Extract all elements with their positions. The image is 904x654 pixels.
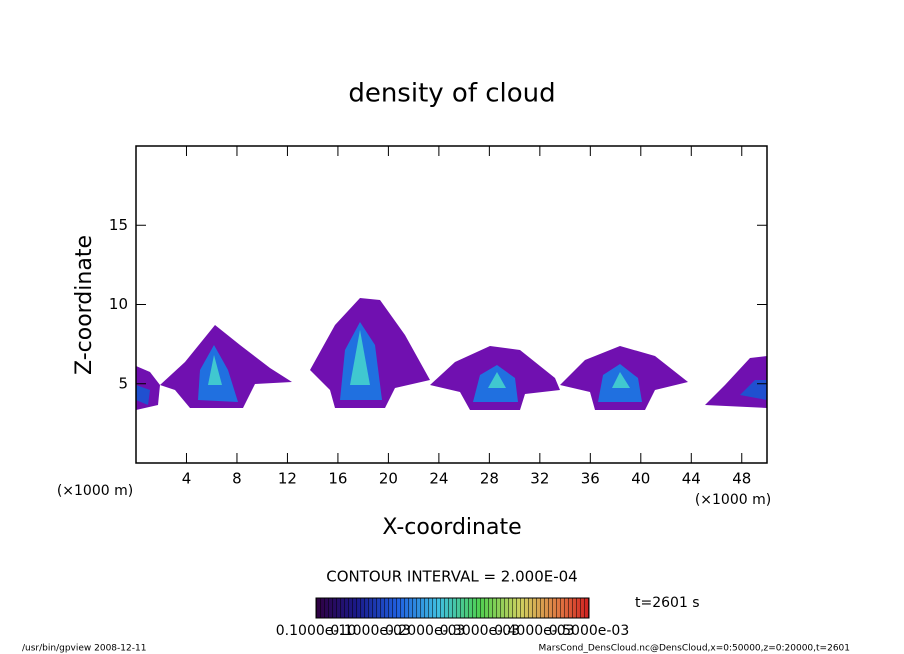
x-tick-label: 44 — [682, 470, 701, 488]
colorbar-label: 0.4000e-03 — [494, 623, 574, 639]
x-tick-label: 4 — [182, 470, 192, 488]
x-tick-label: 24 — [429, 470, 448, 488]
chart-title: density of cloud — [348, 79, 555, 109]
y-axis-title: Z-coordinate — [72, 235, 97, 375]
x-tick-label: 28 — [480, 470, 499, 488]
colorbar-label: 0.3000e-03 — [440, 623, 520, 639]
x-axis-title: X-coordinate — [382, 515, 521, 540]
time-label: t=2601 s — [635, 595, 700, 611]
colorbar-labels: 0.1000e-100.1000e-030.2000e-030.3000e-03… — [276, 623, 629, 639]
colorbar-label: 0.2000e-03 — [385, 623, 465, 639]
footer-left: /usr/bin/gpview 2008-12-11 — [22, 644, 146, 654]
y-tick-label: 10 — [109, 295, 128, 313]
y-tick-label: 15 — [109, 216, 128, 234]
x-tick-label: 36 — [581, 470, 600, 488]
colorbar-label: 0.1000e-10 — [276, 623, 356, 639]
x-tick-label: 48 — [732, 470, 751, 488]
y-tick-label: 5 — [118, 374, 128, 392]
x-tick-label: 8 — [232, 470, 242, 488]
colorbar-label: 0.1000e-03 — [330, 623, 410, 639]
cloud-fields — [136, 298, 767, 410]
plot-frame — [135, 145, 768, 464]
x-unit: (×1000 m) — [57, 483, 133, 499]
y-unit: (×1000 m) — [695, 492, 771, 508]
x-tick-label: 16 — [328, 470, 347, 488]
colorbar-stripes — [316, 598, 589, 618]
x-tick-label: 40 — [631, 470, 650, 488]
contour-interval: CONTOUR INTERVAL = 2.000E-04 — [326, 568, 577, 586]
x-tick-label: 12 — [278, 470, 297, 488]
x-tick-label: 32 — [530, 470, 549, 488]
footer-right: MarsCond_DensCloud.nc@DensCloud,x=0:5000… — [539, 644, 851, 654]
x-tick-label: 20 — [379, 470, 398, 488]
colorbar-label: 0.5000e-03 — [549, 623, 629, 639]
